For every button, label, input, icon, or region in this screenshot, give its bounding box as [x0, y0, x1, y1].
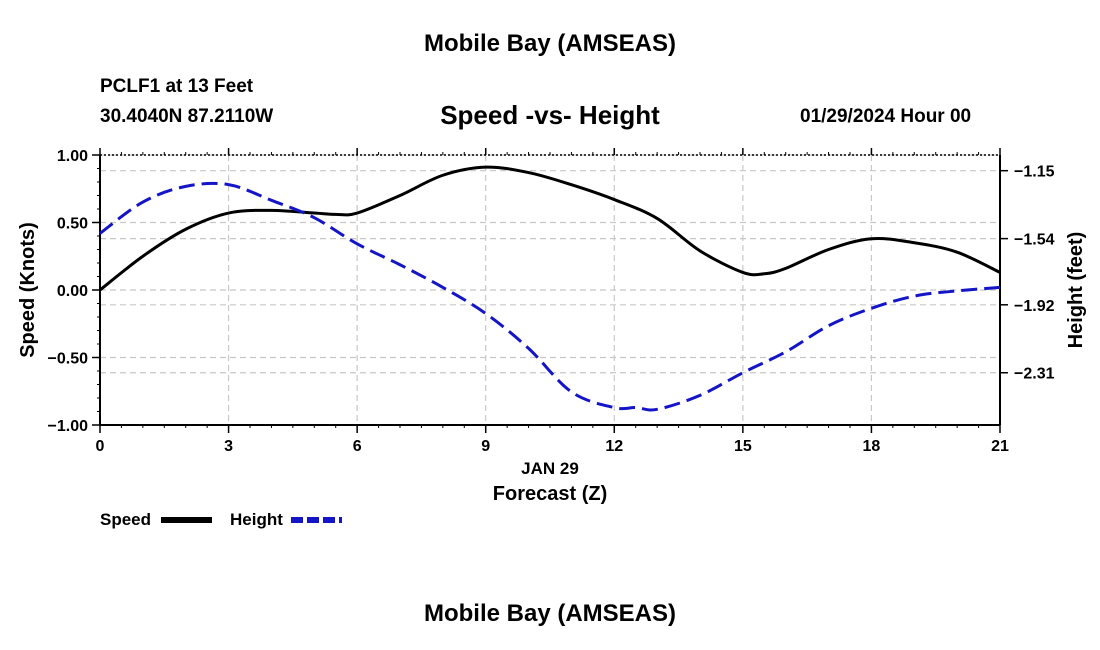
chart-subtitle: Speed -vs- Height: [440, 100, 660, 130]
y-tick-label-right: −1.92: [1014, 298, 1055, 315]
x-axis-label: Forecast (Z): [493, 483, 607, 505]
legend: Speed Height: [100, 510, 342, 529]
y-tick-label-left: 1.00: [57, 148, 88, 165]
x-tick-label: 21: [991, 438, 1009, 455]
y-axis-right-label: Height (feet): [1065, 232, 1087, 349]
forecast-date: 01/29/2024 Hour 00: [800, 106, 972, 127]
y-tick-label-right: −2.31: [1014, 366, 1055, 383]
y-tick-label-right: −1.54: [1014, 232, 1055, 249]
axes: [92, 148, 1008, 433]
y-tick-label-left: 0.00: [57, 283, 88, 300]
series-lines: [99, 165, 1001, 412]
footer-title: Mobile Bay (AMSEAS): [423, 600, 677, 627]
y-tick-label-left: 0.50: [57, 216, 88, 233]
y-axis-left-label: Speed (Knots): [17, 222, 39, 358]
series-line-height: [99, 181, 1001, 412]
legend-label-height: Height: [230, 510, 283, 529]
tick-labels: 0 3 6 9 12 15 18 21 −1.00 −0.50 0.00 0.50 1.00 −1.15 −…: [48, 148, 1055, 455]
chart-title: Mobile Bay (AMSEAS): [423, 30, 677, 57]
series-line-speed: [99, 165, 1001, 292]
legend-label-speed: Speed: [100, 510, 151, 529]
x-tick-label: 15: [734, 438, 752, 455]
x-tick-label: 6: [353, 438, 362, 455]
station-label: PCLF1 at 13 Feet: [100, 76, 254, 97]
x-tick-label: 9: [481, 438, 490, 455]
y-tick-label-left: −1.00: [48, 418, 89, 435]
x-tick-label: 0: [96, 438, 105, 455]
x-tick-label: 18: [863, 438, 881, 455]
x-tick-label: 3: [224, 438, 233, 455]
x-tick-label: 12: [605, 438, 623, 455]
grid-lines: [100, 154, 1000, 425]
station-coordinates: 30.4040N 87.2110W: [100, 106, 274, 127]
y-tick-label-right: −1.15: [1014, 164, 1055, 181]
x-axis-date-label: JAN 29: [521, 459, 579, 478]
y-tick-label-left: −0.50: [48, 351, 89, 368]
